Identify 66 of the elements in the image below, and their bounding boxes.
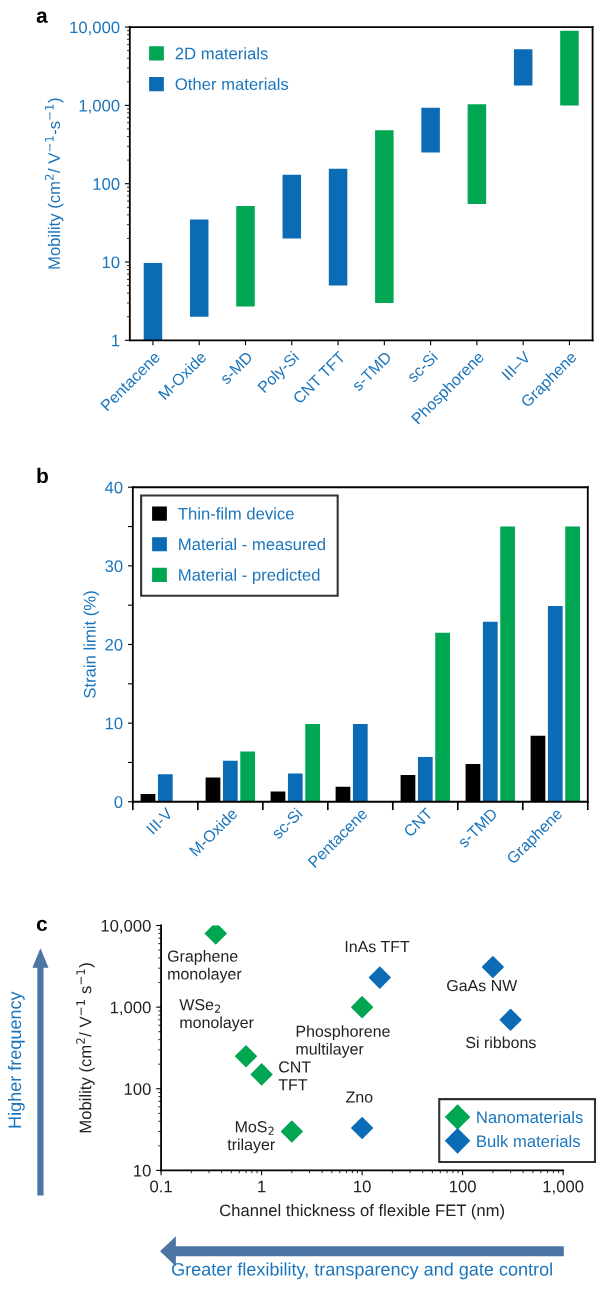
bar xyxy=(282,174,302,239)
y-tick-label: 1,000 xyxy=(110,1001,151,1016)
legend-label: Other materials xyxy=(175,77,289,91)
y-tick-label: 0 xyxy=(114,796,123,808)
bar xyxy=(189,219,209,317)
bar xyxy=(157,774,173,802)
annotation: InAs TFT xyxy=(345,941,410,953)
y-tick-label: 10,000 xyxy=(101,919,151,934)
annotation: Graphene monolayer xyxy=(167,950,242,983)
annotation: Zno xyxy=(346,1091,373,1103)
y-axis-title: Mobility (cm$^{2}$/ V$^{−1}$ s$^{−1}$) xyxy=(76,963,95,1133)
y-tick-label: 40 xyxy=(104,481,123,494)
x-tick-label: 1 xyxy=(258,1180,266,1193)
y-tick-label: 30 xyxy=(105,560,123,573)
legend-label: Thin-film device xyxy=(178,507,294,520)
legend-label: Material - predicted xyxy=(179,568,320,585)
legend-label: Material - measured xyxy=(179,537,325,551)
bar xyxy=(143,263,163,341)
y-tick-label: 1,000 xyxy=(79,99,120,114)
bar xyxy=(375,130,394,303)
y-tick-label: 20 xyxy=(105,638,123,651)
annotation: CNT TFT xyxy=(278,1061,311,1091)
x-tick-label: 100 xyxy=(449,1180,476,1193)
y-axis-title: Mobility (cm$^{2}$/ V$^{−1}$-s$^{−1}$) xyxy=(44,98,64,269)
y-tick-label: 100 xyxy=(124,1083,151,1095)
annotation: MoS$_{2}$ trilayer xyxy=(227,1121,275,1154)
annotation: Si ribbons xyxy=(466,1036,536,1049)
bar xyxy=(287,773,303,802)
legend-label: Bulk materials xyxy=(477,1134,580,1148)
legend-label: 2D materials xyxy=(175,47,268,60)
bar xyxy=(236,205,255,307)
bar xyxy=(328,168,348,286)
text: Higher frequency xyxy=(7,991,25,1128)
x-tick-label: 1,000 xyxy=(543,1180,584,1195)
annotation: WSe$_{2}$ monolayer xyxy=(179,999,254,1032)
y-tick-label: 10 xyxy=(105,717,123,730)
y-tick-label: 1 xyxy=(112,334,120,347)
bar xyxy=(467,104,487,205)
bar xyxy=(421,107,440,153)
bar xyxy=(435,632,450,802)
y-axis-title: Strain limit (%) xyxy=(83,591,99,698)
bar xyxy=(240,751,256,802)
x-tick-label: 10 xyxy=(354,1180,371,1193)
annotation: GaAs NW xyxy=(447,979,518,992)
bar xyxy=(560,30,579,106)
bar xyxy=(500,526,515,802)
bar xyxy=(222,760,238,802)
x-axis-title: Channel thickness of flexible FET (nm) xyxy=(219,1204,505,1220)
chart-title: a xyxy=(36,11,48,23)
bar xyxy=(352,723,368,802)
bar xyxy=(482,621,498,802)
annotation: Phosphorene multilayer xyxy=(296,1025,390,1058)
y-tick-label: 10,000 xyxy=(70,21,120,36)
bar xyxy=(565,526,580,802)
y-tick-label: 10 xyxy=(134,1164,151,1177)
text: Greater flexibility, transparency and gate control xyxy=(172,1262,552,1280)
bar xyxy=(305,723,320,802)
x-tick-label: 0.1 xyxy=(150,1180,172,1193)
bar xyxy=(547,605,563,802)
y-tick-label: 10 xyxy=(102,256,120,269)
bar xyxy=(417,756,433,802)
legend-label: Nanomaterials xyxy=(477,1110,583,1124)
bar xyxy=(513,49,533,86)
chart-title: c xyxy=(36,919,48,932)
y-tick-label: 100 xyxy=(93,178,120,190)
chart-title: b xyxy=(37,467,48,484)
